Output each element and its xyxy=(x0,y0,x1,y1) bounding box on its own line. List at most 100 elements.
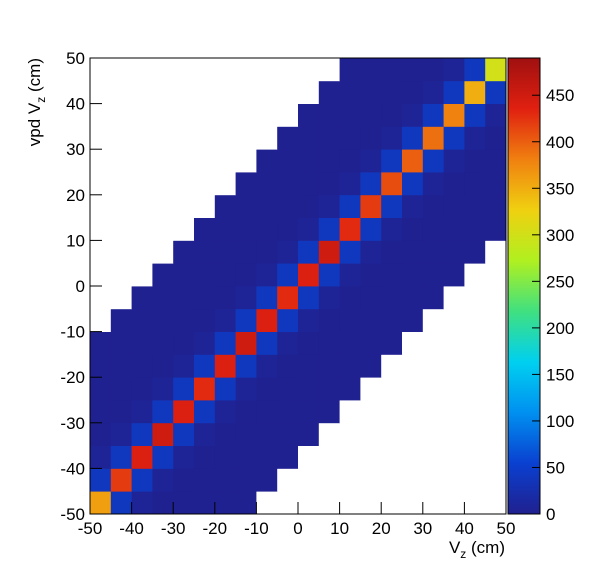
cell xyxy=(318,80,340,104)
cell xyxy=(360,400,382,424)
cell xyxy=(443,308,465,332)
cell xyxy=(214,308,236,332)
cell xyxy=(173,240,195,264)
y-tick-label: 50 xyxy=(66,49,85,68)
cell xyxy=(298,400,320,424)
cell xyxy=(214,172,236,196)
cell xyxy=(235,422,257,446)
cell xyxy=(131,194,153,218)
cell xyxy=(256,240,278,264)
cell xyxy=(485,331,507,355)
cell xyxy=(443,126,465,150)
cell xyxy=(110,126,132,150)
cell xyxy=(339,149,361,173)
cell xyxy=(298,194,320,218)
cell xyxy=(443,468,465,492)
cell xyxy=(339,354,361,378)
cell xyxy=(381,331,403,355)
cell xyxy=(110,286,132,310)
cell xyxy=(90,468,112,492)
cell xyxy=(110,377,132,401)
cell xyxy=(277,445,299,469)
y-tick-label: -10 xyxy=(60,323,85,342)
cell xyxy=(110,308,132,332)
cell xyxy=(277,217,299,241)
cell xyxy=(318,308,340,332)
x-tick-label: 0 xyxy=(293,519,302,538)
cell xyxy=(381,80,403,104)
cell xyxy=(360,308,382,332)
cell xyxy=(485,468,507,492)
z-tick-label: 100 xyxy=(546,412,574,431)
cell xyxy=(360,422,382,446)
cell xyxy=(131,422,153,446)
x-tick-label: -30 xyxy=(161,519,186,538)
cell xyxy=(298,354,320,378)
cell xyxy=(298,217,320,241)
cell xyxy=(194,103,216,127)
y-tick-label: -20 xyxy=(60,368,85,387)
cell xyxy=(381,126,403,150)
cell xyxy=(173,377,195,401)
cell xyxy=(152,400,174,424)
x-tick-label: -50 xyxy=(78,519,103,538)
cell xyxy=(194,468,216,492)
cell xyxy=(318,286,340,310)
cell xyxy=(256,491,278,515)
cell xyxy=(339,103,361,127)
cell xyxy=(360,80,382,104)
cell xyxy=(152,445,174,469)
y-label-sub: z xyxy=(34,97,48,103)
cell xyxy=(152,126,174,150)
y-tick-label: 30 xyxy=(66,140,85,159)
cell xyxy=(298,286,320,310)
cell xyxy=(110,58,132,82)
cell xyxy=(277,103,299,127)
cell xyxy=(194,286,216,310)
cell xyxy=(194,217,216,241)
cell xyxy=(422,217,444,241)
cell xyxy=(131,263,153,287)
cell xyxy=(235,354,257,378)
cell xyxy=(256,308,278,332)
cell xyxy=(214,286,236,310)
cell xyxy=(173,331,195,355)
y-label-rest: (cm) xyxy=(25,58,44,97)
cell xyxy=(339,331,361,355)
cell xyxy=(110,194,132,218)
cell xyxy=(402,491,424,515)
cell xyxy=(360,263,382,287)
cell xyxy=(422,172,444,196)
cell xyxy=(318,422,340,446)
cell xyxy=(360,126,382,150)
cell xyxy=(422,149,444,173)
cell xyxy=(152,422,174,446)
cell xyxy=(443,263,465,287)
cell xyxy=(152,217,174,241)
cell xyxy=(131,377,153,401)
cell xyxy=(339,286,361,310)
cell xyxy=(214,377,236,401)
cell xyxy=(443,354,465,378)
cell xyxy=(235,58,257,82)
cell xyxy=(402,354,424,378)
cell xyxy=(464,400,486,424)
cell xyxy=(381,172,403,196)
cell xyxy=(381,400,403,424)
cell xyxy=(443,172,465,196)
cell xyxy=(235,331,257,355)
z-tick-label: 450 xyxy=(546,86,574,105)
cell xyxy=(360,103,382,127)
cell xyxy=(256,149,278,173)
cell xyxy=(256,377,278,401)
cell xyxy=(173,126,195,150)
cell xyxy=(277,286,299,310)
x-tick-label: 50 xyxy=(497,519,516,538)
cell xyxy=(485,491,507,515)
cell xyxy=(298,58,320,82)
cell xyxy=(173,308,195,332)
cell xyxy=(339,240,361,264)
cell xyxy=(464,103,486,127)
